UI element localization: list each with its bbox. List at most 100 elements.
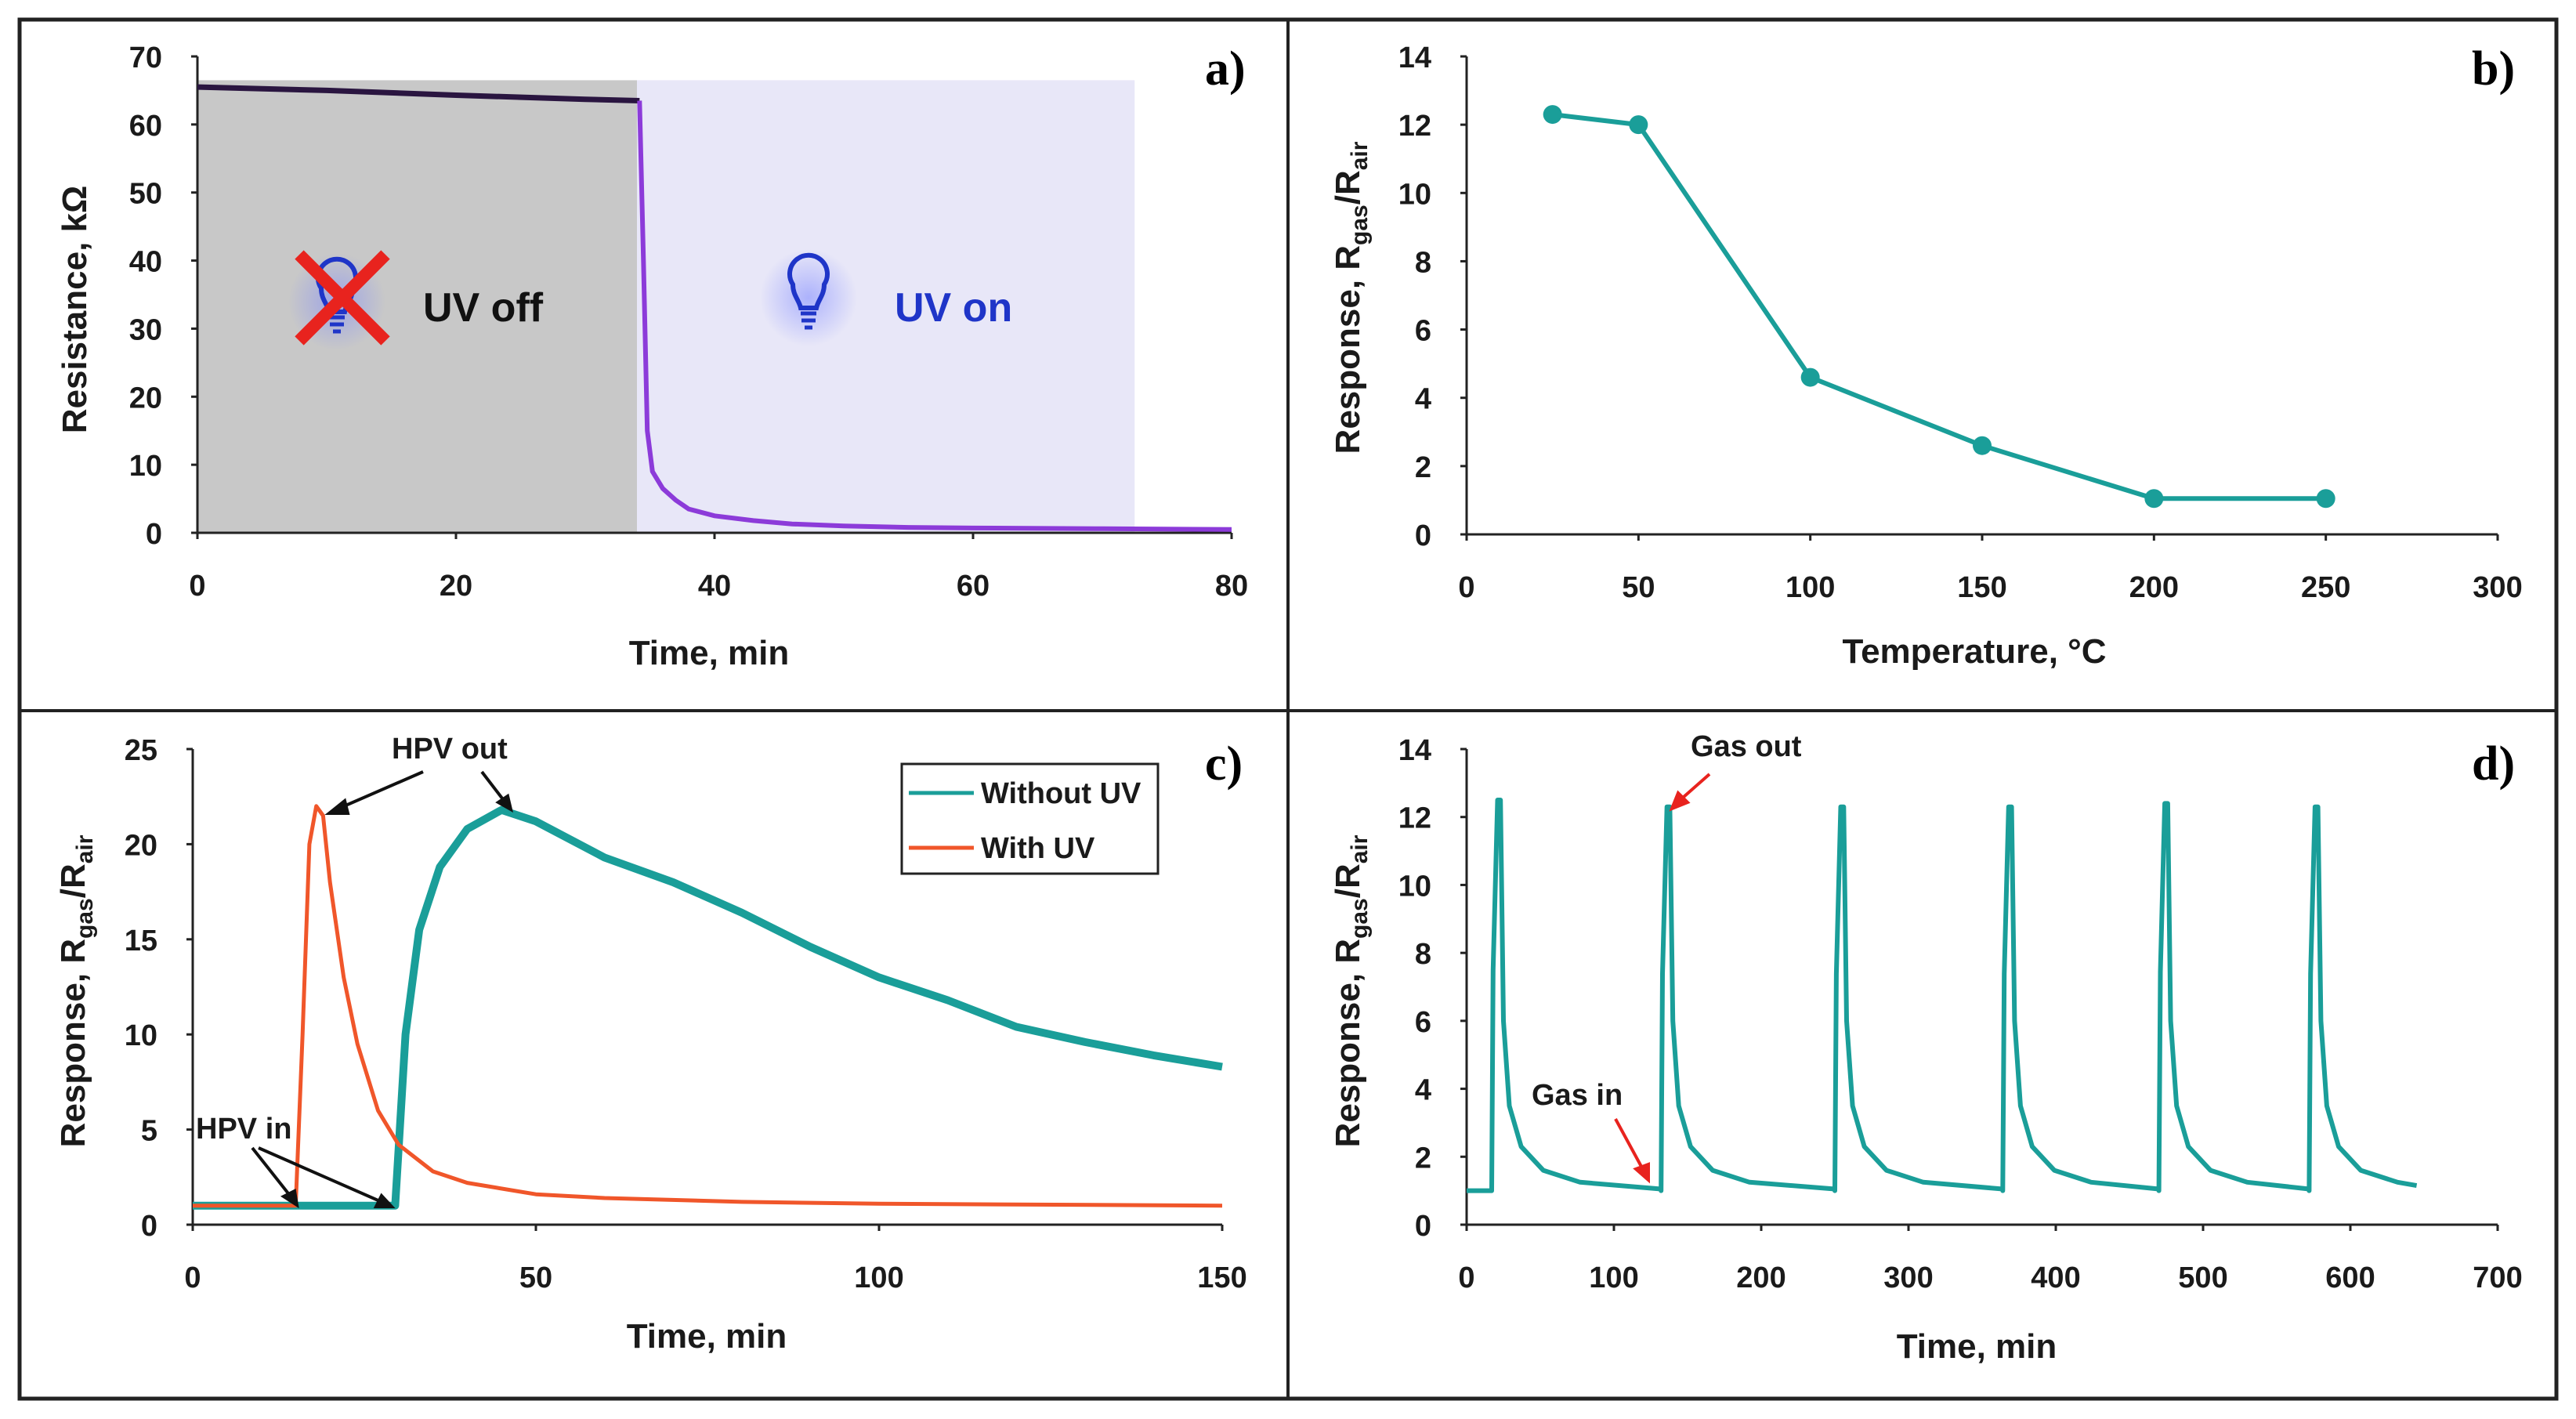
x-tick-label: 250: [2301, 571, 2350, 604]
panel-a-ticks: 0 20 40 60 80 0 10 20 30 40 50 60 70: [129, 42, 1248, 603]
panel-b-ylabel: Response, Rgas/Rair: [1329, 141, 1373, 454]
y-tick-label: 4: [1415, 383, 1431, 416]
panel-c-xlabel: Time, min: [627, 1317, 787, 1356]
panel-b-xlabel: Temperature, °C: [1842, 632, 2106, 671]
legend: Without UV With UV: [900, 762, 1160, 875]
y-tick-label: 40: [129, 246, 162, 279]
series-line: [1467, 798, 2418, 1193]
y-tick-label: 15: [125, 925, 157, 957]
panel-d-ticks: 0 100 200 300 400 500 600 700 0 2 4 6 8 10 12 14: [1398, 734, 2523, 1294]
y-tick-label: 6: [1415, 315, 1431, 348]
x-tick-label: 20: [440, 570, 472, 603]
hpv-in-label: HPV in: [196, 1113, 291, 1146]
y-tick-label: 8: [1415, 938, 1431, 971]
x-tick-label: 0: [1458, 571, 1474, 604]
series-line: [1552, 112, 2326, 501]
panel-c: 0 50 100 150 0 5 10 15 20 25 HPV out HPV in Witho…: [54, 733, 1247, 1356]
panel-d-letter: d): [2472, 737, 2515, 791]
y-tick-label: 2: [1415, 1142, 1431, 1175]
panel-d-series: [1467, 798, 2418, 1193]
y-tick-label: 20: [125, 829, 157, 862]
y-tick-label: 6: [1415, 1006, 1431, 1039]
panel-d-ylabel: Response, Rgas/Rair: [1329, 834, 1373, 1147]
x-tick-label: 150: [1957, 571, 2006, 604]
x-tick-label: 50: [1622, 571, 1655, 604]
panel-c-series: [193, 804, 1223, 1210]
x-tick-label: 80: [1215, 570, 1248, 603]
y-tick-label: 25: [125, 734, 157, 767]
data-point: [1973, 436, 1992, 455]
gas-out-arrow: [1669, 773, 1711, 812]
data-point: [2144, 489, 2164, 509]
y-tick-label: 20: [129, 382, 162, 414]
panel-c-ylabel: Response, Rgas/Rair: [54, 834, 98, 1147]
panel-d-xlabel: Time, min: [1897, 1327, 2057, 1366]
bulb-on-icon: [760, 249, 857, 346]
panel-b-series: [1543, 105, 2335, 509]
panel-c-axes: [191, 749, 1222, 1226]
x-tick-label: 700: [2473, 1262, 2522, 1294]
legend-box: [900, 762, 1160, 875]
x-tick-label: 40: [698, 570, 731, 603]
legend-label-without-uv: Without UV: [981, 777, 1141, 810]
panel-b-ticks: 0 50 100 150 200 250 300 0 2 4 6 8 10 12 14: [1398, 42, 2523, 604]
panel-a-ylabel: Resistance, kΩ: [56, 186, 94, 434]
hpv-out-label: HPV out: [392, 733, 508, 766]
y-tick-label: 12: [1398, 802, 1431, 835]
panel-c-letter: c): [1205, 737, 1243, 791]
x-tick-label: 0: [1458, 1262, 1474, 1294]
x-tick-label: 600: [2325, 1262, 2375, 1294]
y-tick-label: 8: [1415, 246, 1431, 279]
x-tick-label: 400: [2031, 1262, 2080, 1294]
panel-b: 0 50 100 150 200 250 300 0 2 4 6 8 10 12 14 Temperatur…: [1329, 42, 2523, 671]
y-tick-label: 0: [1415, 1210, 1431, 1243]
y-tick-label: 5: [141, 1115, 157, 1148]
data-point: [1629, 115, 1648, 135]
panel-b-axes: [1465, 56, 2498, 536]
hpv-out-arrows: [324, 770, 513, 815]
y-tick-label: 10: [1398, 870, 1431, 903]
uv-on-label: UV on: [895, 285, 1012, 331]
y-tick-label: 50: [129, 178, 162, 211]
y-tick-label: 14: [1398, 734, 1431, 767]
y-tick-label: 0: [1415, 519, 1431, 552]
panel-a-letter: a): [1205, 42, 1246, 96]
x-tick-label: 0: [189, 570, 205, 603]
panel-c-ticks: 0 50 100 150 0 5 10 15 20 25: [125, 734, 1247, 1294]
panel-d-axes: [1465, 749, 2498, 1226]
y-tick-label: 2: [1415, 451, 1431, 484]
y-tick-label: 14: [1398, 42, 1431, 74]
cross-icon: [295, 250, 390, 346]
panel-a-xlabel: Time, min: [629, 634, 790, 672]
series-line-uv-off: [197, 84, 640, 103]
y-tick-label: 60: [129, 110, 162, 143]
y-tick-label: 70: [129, 42, 162, 74]
panel-d: 0 100 200 300 400 500 600 700 0 2 4 6 8 10 12 14 Gas ou…: [1329, 730, 2523, 1366]
uv-off-region: [197, 80, 637, 533]
x-tick-label: 300: [2473, 571, 2522, 604]
y-tick-label: 10: [1398, 178, 1431, 211]
series-line-without-uv: [193, 805, 1223, 1210]
gas-in-label: Gas in: [1532, 1079, 1623, 1112]
x-tick-label: 100: [1785, 571, 1835, 604]
x-tick-label: 0: [184, 1262, 201, 1294]
x-tick-label: 60: [957, 570, 990, 603]
legend-label-with-uv: With UV: [981, 832, 1095, 865]
uv-off-label: UV off: [423, 285, 544, 331]
x-tick-label: 100: [1589, 1262, 1638, 1294]
panel-a: 0 20 40 60 80 0 10 20 30 40 50 60 70 UV off UV on Ti…: [56, 42, 1248, 672]
y-tick-label: 0: [141, 1210, 157, 1243]
x-tick-label: 150: [1197, 1262, 1246, 1294]
panel-a-series: [197, 84, 1232, 532]
y-tick-label: 10: [129, 450, 162, 483]
y-tick-label: 4: [1415, 1074, 1431, 1107]
series-line-uv-on: [637, 100, 1232, 532]
gas-in-arrow: [1614, 1118, 1650, 1184]
y-tick-label: 12: [1398, 110, 1431, 143]
data-point: [2316, 489, 2335, 509]
y-tick-label: 30: [129, 313, 162, 346]
x-tick-label: 500: [2178, 1262, 2227, 1294]
panel-b-letter: b): [2472, 42, 2515, 96]
x-tick-label: 50: [519, 1262, 552, 1294]
